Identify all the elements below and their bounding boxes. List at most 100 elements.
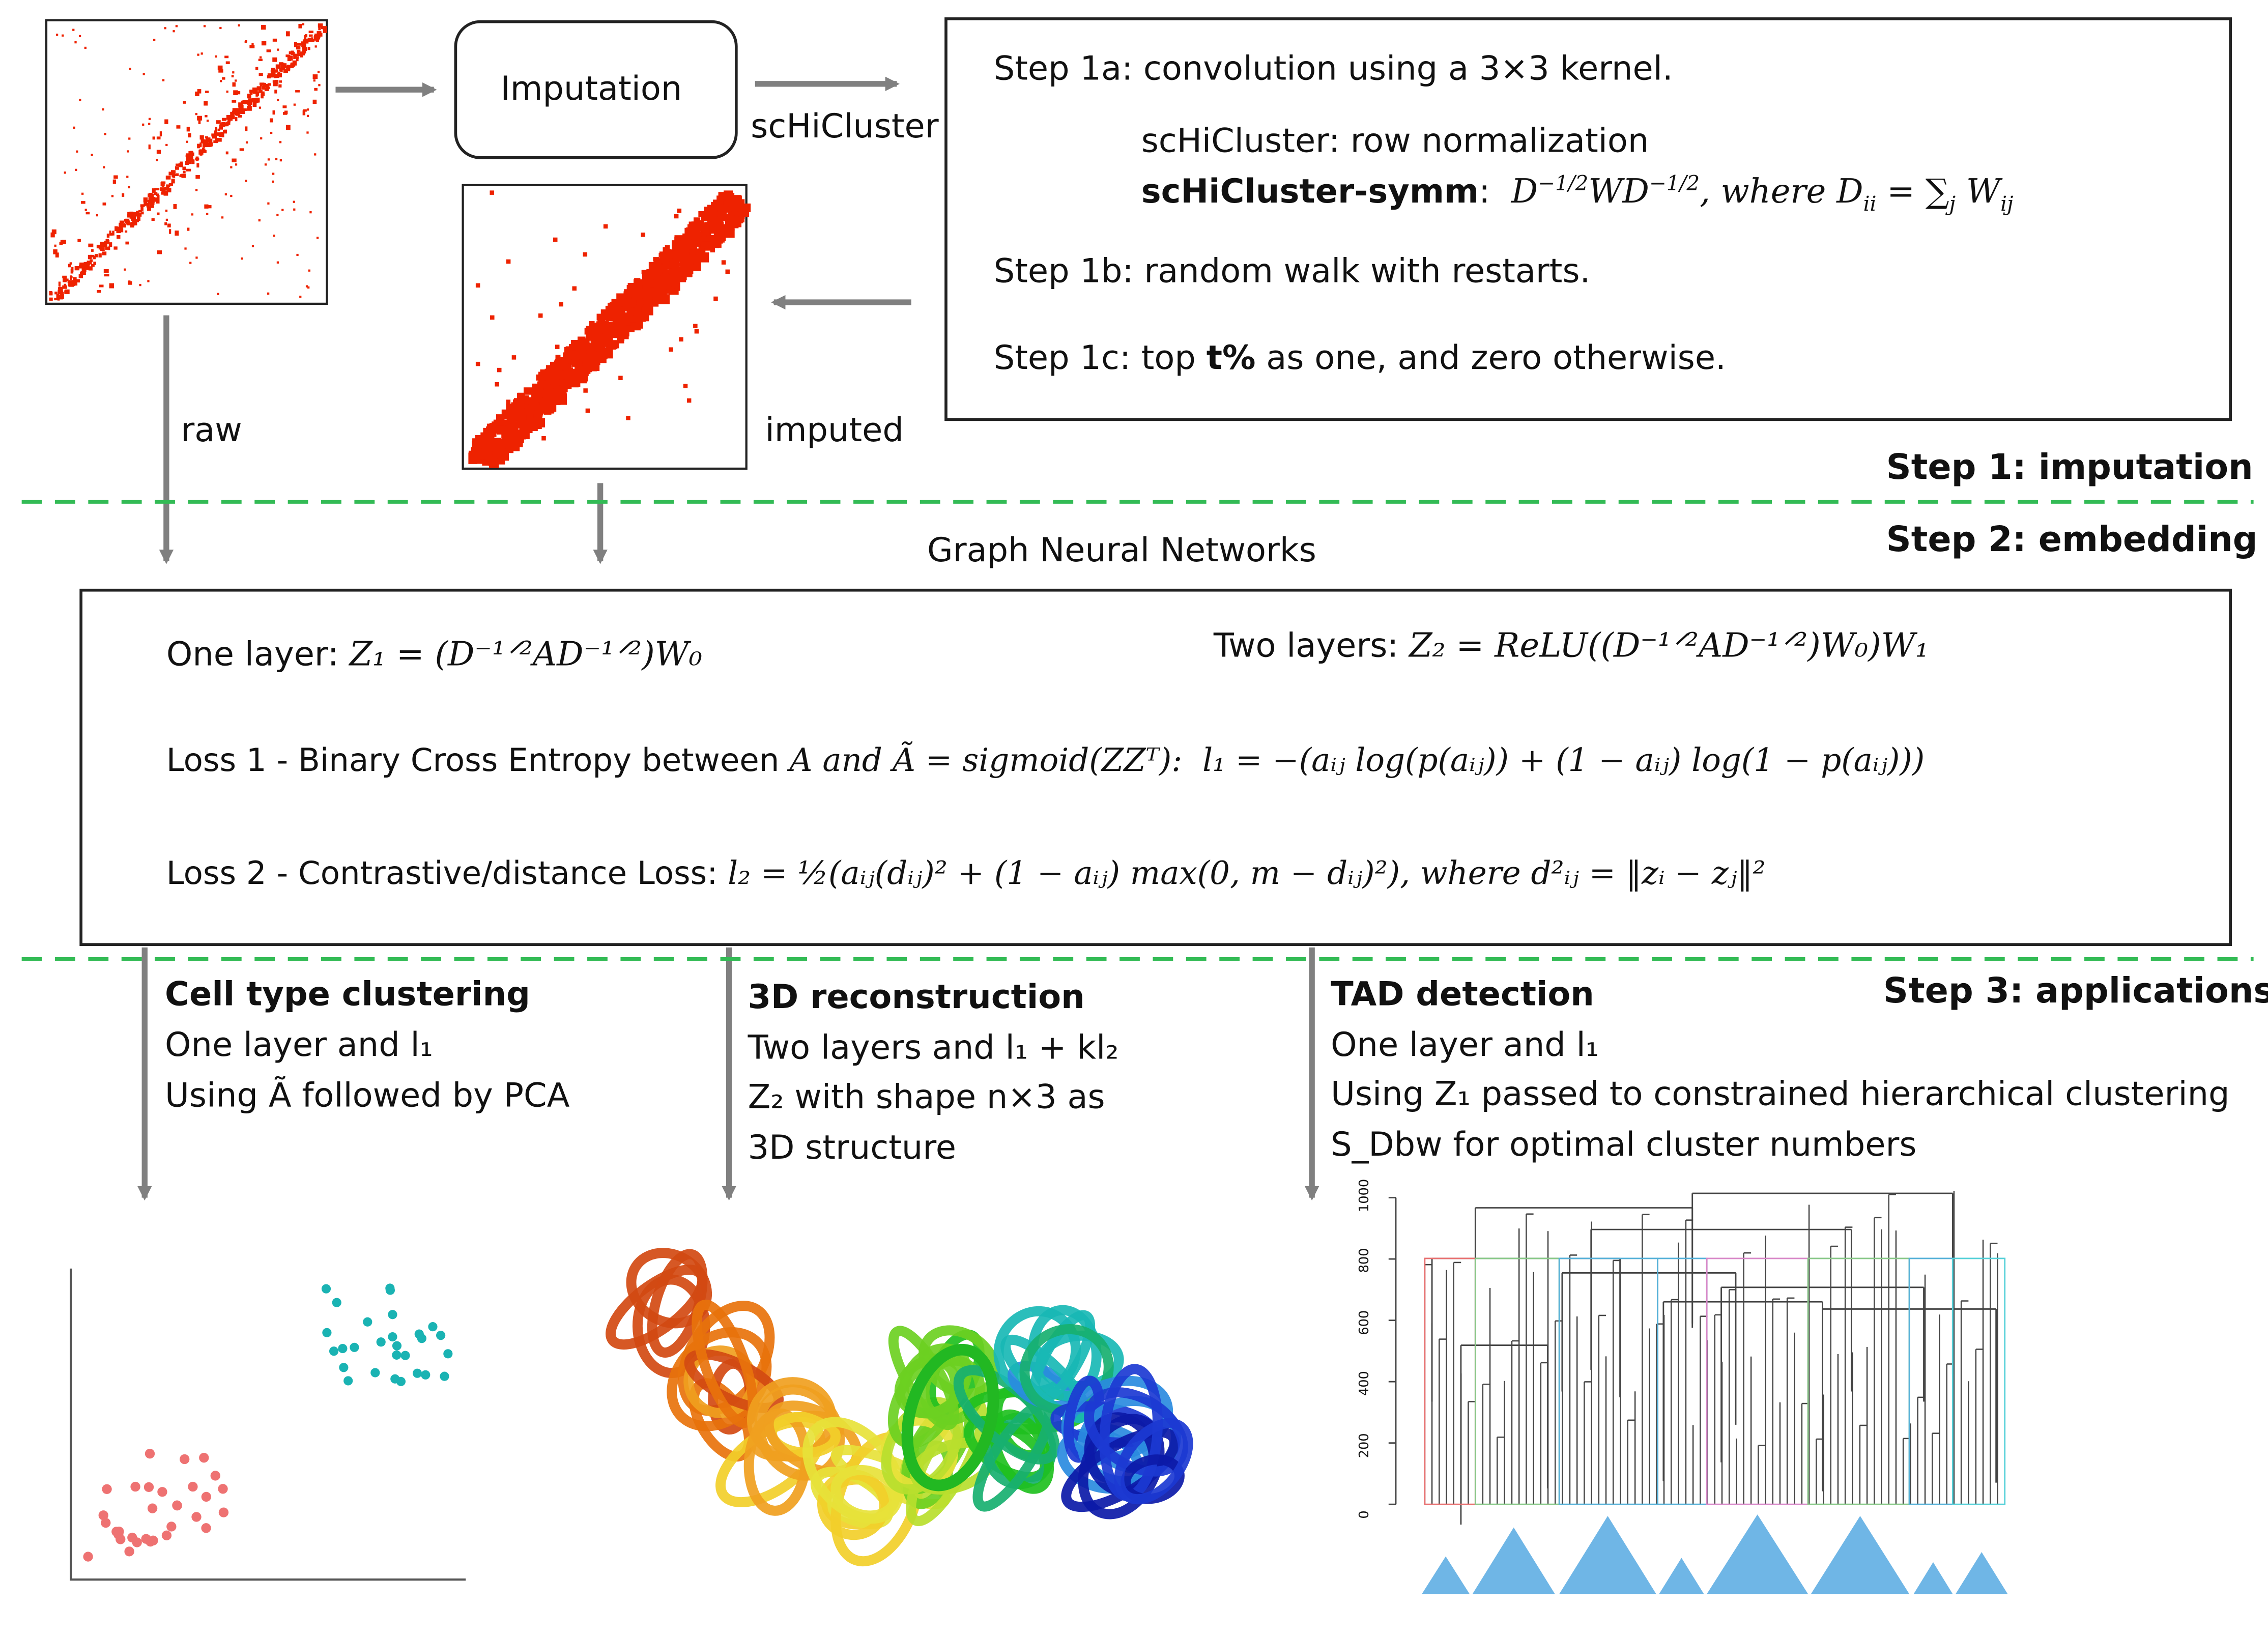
- contact-point: [261, 93, 264, 99]
- contact-point: [232, 71, 235, 74]
- contact-point: [164, 27, 166, 30]
- contact-block: [533, 411, 538, 418]
- contact-point: [62, 240, 66, 244]
- reconstruction-line2: Z₂ with shape n×3 as: [748, 1079, 1105, 1117]
- contact-point: [241, 100, 243, 103]
- contact-block: [675, 248, 682, 255]
- contact-point: [128, 186, 130, 189]
- contact-point: [119, 222, 124, 227]
- contact-point: [148, 118, 151, 120]
- step1b-text: Step 1b: random walk with restarts.: [993, 253, 1591, 291]
- loss2: Loss 2 - Contrastive/distance Loss: l₂ =…: [166, 856, 1766, 893]
- contact-block: [672, 245, 683, 251]
- contact-block: [486, 443, 496, 450]
- contact-point: [276, 73, 281, 76]
- contact-point: [208, 138, 213, 143]
- cell-point: [443, 1349, 453, 1359]
- contact-block: [677, 208, 682, 213]
- contact-block: [737, 196, 742, 207]
- contact-block: [674, 214, 679, 219]
- contact-point: [157, 195, 160, 199]
- contact-point: [224, 55, 229, 59]
- cell-point: [161, 1530, 172, 1540]
- cell-point: [428, 1322, 438, 1332]
- contact-point: [79, 99, 81, 101]
- contact-block: [511, 355, 516, 360]
- cell-point: [440, 1371, 449, 1381]
- contact-point: [215, 127, 217, 132]
- contact-point: [125, 241, 129, 245]
- contact-point: [301, 43, 306, 47]
- contact-point: [306, 108, 309, 111]
- contact-block: [550, 379, 560, 388]
- cell-point: [102, 1484, 112, 1495]
- imputation-label: Imputation: [500, 71, 682, 109]
- contact-point: [164, 119, 168, 124]
- contact-point: [116, 230, 119, 233]
- contact-block: [665, 245, 670, 251]
- contact-point: [162, 191, 166, 195]
- contact-point: [237, 91, 241, 95]
- contact-block: [583, 252, 588, 257]
- contact-point: [76, 150, 78, 153]
- contact-block: [534, 418, 546, 427]
- contact-point: [272, 180, 274, 183]
- cell-point: [166, 1522, 177, 1532]
- contact-block: [637, 319, 642, 324]
- contact-point: [285, 31, 290, 37]
- contact-point: [156, 136, 161, 140]
- contact-block: [523, 387, 533, 395]
- contact-point: [104, 240, 107, 243]
- contact-block: [538, 373, 548, 379]
- contact-point: [62, 34, 64, 37]
- contact-point: [323, 28, 327, 33]
- contact-block: [634, 279, 644, 287]
- contact-point: [235, 117, 238, 122]
- cell-point: [201, 1523, 211, 1533]
- contact-point: [233, 90, 238, 96]
- contact-point: [304, 39, 307, 42]
- contact-point: [91, 264, 95, 267]
- cell-point: [417, 1334, 426, 1343]
- contact-point: [232, 158, 237, 162]
- contact-point: [263, 82, 267, 88]
- contact-block: [685, 255, 692, 263]
- contact-block: [501, 409, 510, 417]
- contact-point: [126, 220, 130, 225]
- contact-point: [64, 171, 66, 174]
- contact-point: [267, 202, 270, 205]
- cell-point: [388, 1310, 397, 1320]
- schicluster-label: scHiCluster: [751, 108, 939, 147]
- contact-point: [313, 79, 315, 82]
- contact-block: [531, 398, 537, 406]
- contact-block: [659, 251, 665, 264]
- dendrogram-tick-label: 0: [1358, 1510, 1373, 1519]
- contact-point: [176, 125, 181, 129]
- cell-point: [321, 1284, 331, 1294]
- contact-block: [544, 368, 551, 375]
- contact-block: [668, 249, 673, 259]
- contact-point: [216, 132, 220, 136]
- contact-block: [725, 220, 731, 230]
- contact-block: [648, 292, 658, 298]
- cell-point: [218, 1507, 229, 1517]
- contact-point: [189, 156, 192, 160]
- contact-point: [222, 77, 225, 80]
- contact-block: [611, 304, 617, 312]
- contact-point: [299, 296, 302, 298]
- clustering-line2: Using Ã followed by PCA: [165, 1077, 570, 1115]
- contact-block: [624, 298, 633, 304]
- contact-point: [129, 215, 134, 219]
- contact-point: [85, 212, 90, 215]
- contact-block: [537, 404, 543, 416]
- contact-point: [230, 166, 233, 168]
- contact-block: [693, 324, 698, 328]
- contact-point: [302, 49, 306, 54]
- contact-block: [571, 359, 580, 367]
- dendrogram-tick-label: 200: [1358, 1432, 1373, 1458]
- contact-point: [316, 35, 321, 39]
- contact-block: [642, 304, 650, 312]
- contact-block: [559, 379, 568, 386]
- chromatin-3d-structure: [606, 1248, 1193, 1567]
- contact-block: [588, 364, 600, 371]
